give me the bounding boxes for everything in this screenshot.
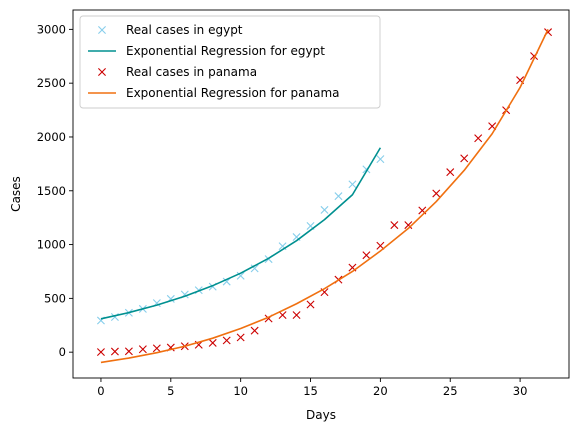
data-point [460, 154, 469, 163]
data-point [222, 336, 231, 345]
y-axis: 0 500 1000 1500 2000 2500 3000 [37, 22, 73, 359]
y-tick-label: 1500 [37, 184, 66, 198]
x-tick-label: 25 [443, 384, 458, 398]
x-tick-label: 15 [303, 384, 318, 398]
legend-item: Real cases in egypt [98, 23, 243, 37]
y-tick-label: 2000 [37, 130, 66, 144]
data-point [236, 333, 245, 342]
y-tick-label: 500 [44, 291, 66, 305]
x-axis-label: Days [306, 408, 336, 422]
data-point [292, 311, 301, 320]
y-tick-label: 3000 [37, 22, 66, 36]
x-tick-label: 0 [97, 384, 104, 398]
data-point [446, 168, 455, 177]
x-tick-label: 5 [167, 384, 174, 398]
series-layer [96, 28, 553, 364]
data-point [432, 189, 441, 198]
y-tick-label: 0 [59, 345, 66, 359]
x-tick-label: 10 [233, 384, 248, 398]
data-point [334, 192, 343, 201]
data-point [138, 345, 147, 354]
legend-marker-swatch [98, 68, 106, 76]
legend-label: Exponential Regression for egypt [126, 44, 325, 58]
data-point [152, 344, 161, 353]
legend-frame [79, 15, 381, 109]
plot-frame [72, 9, 570, 379]
x-tick-label: 30 [513, 384, 528, 398]
data-point [320, 205, 329, 214]
legend-marker-swatch [98, 26, 106, 34]
data-point [348, 180, 357, 189]
series-3 [100, 29, 549, 364]
data-point [208, 338, 217, 347]
data-point [250, 326, 259, 335]
data-point [404, 221, 413, 230]
data-point [236, 271, 245, 280]
legend-item: Exponential Regression for egypt [88, 44, 325, 58]
data-point [362, 251, 371, 260]
legend-label: Real cases in egypt [126, 23, 243, 37]
data-point [124, 347, 133, 356]
data-point [306, 300, 315, 309]
data-point [110, 347, 119, 356]
y-tick-label: 1000 [37, 238, 66, 252]
legend: Real cases in egypt Exponential Regressio… [79, 15, 381, 109]
regression-line [100, 147, 382, 320]
data-point [250, 264, 259, 273]
y-axis-label: Cases [9, 176, 23, 212]
legend-label: Real cases in panama [126, 65, 257, 79]
x-axis: 0 5 10 15 20 25 30 [97, 378, 527, 398]
data-point [278, 311, 287, 320]
x-tick-label: 20 [373, 384, 388, 398]
data-point [376, 155, 385, 164]
legend-item: Real cases in panama [98, 65, 257, 79]
legend-item: Exponential Regression for panama [88, 86, 340, 100]
data-point [390, 221, 399, 230]
series-1 [100, 147, 382, 320]
data-point [474, 134, 483, 143]
legend-label: Exponential Regression for panama [126, 86, 340, 100]
data-point [96, 348, 105, 357]
y-tick-label: 2500 [37, 76, 66, 90]
regression-line [100, 29, 549, 364]
